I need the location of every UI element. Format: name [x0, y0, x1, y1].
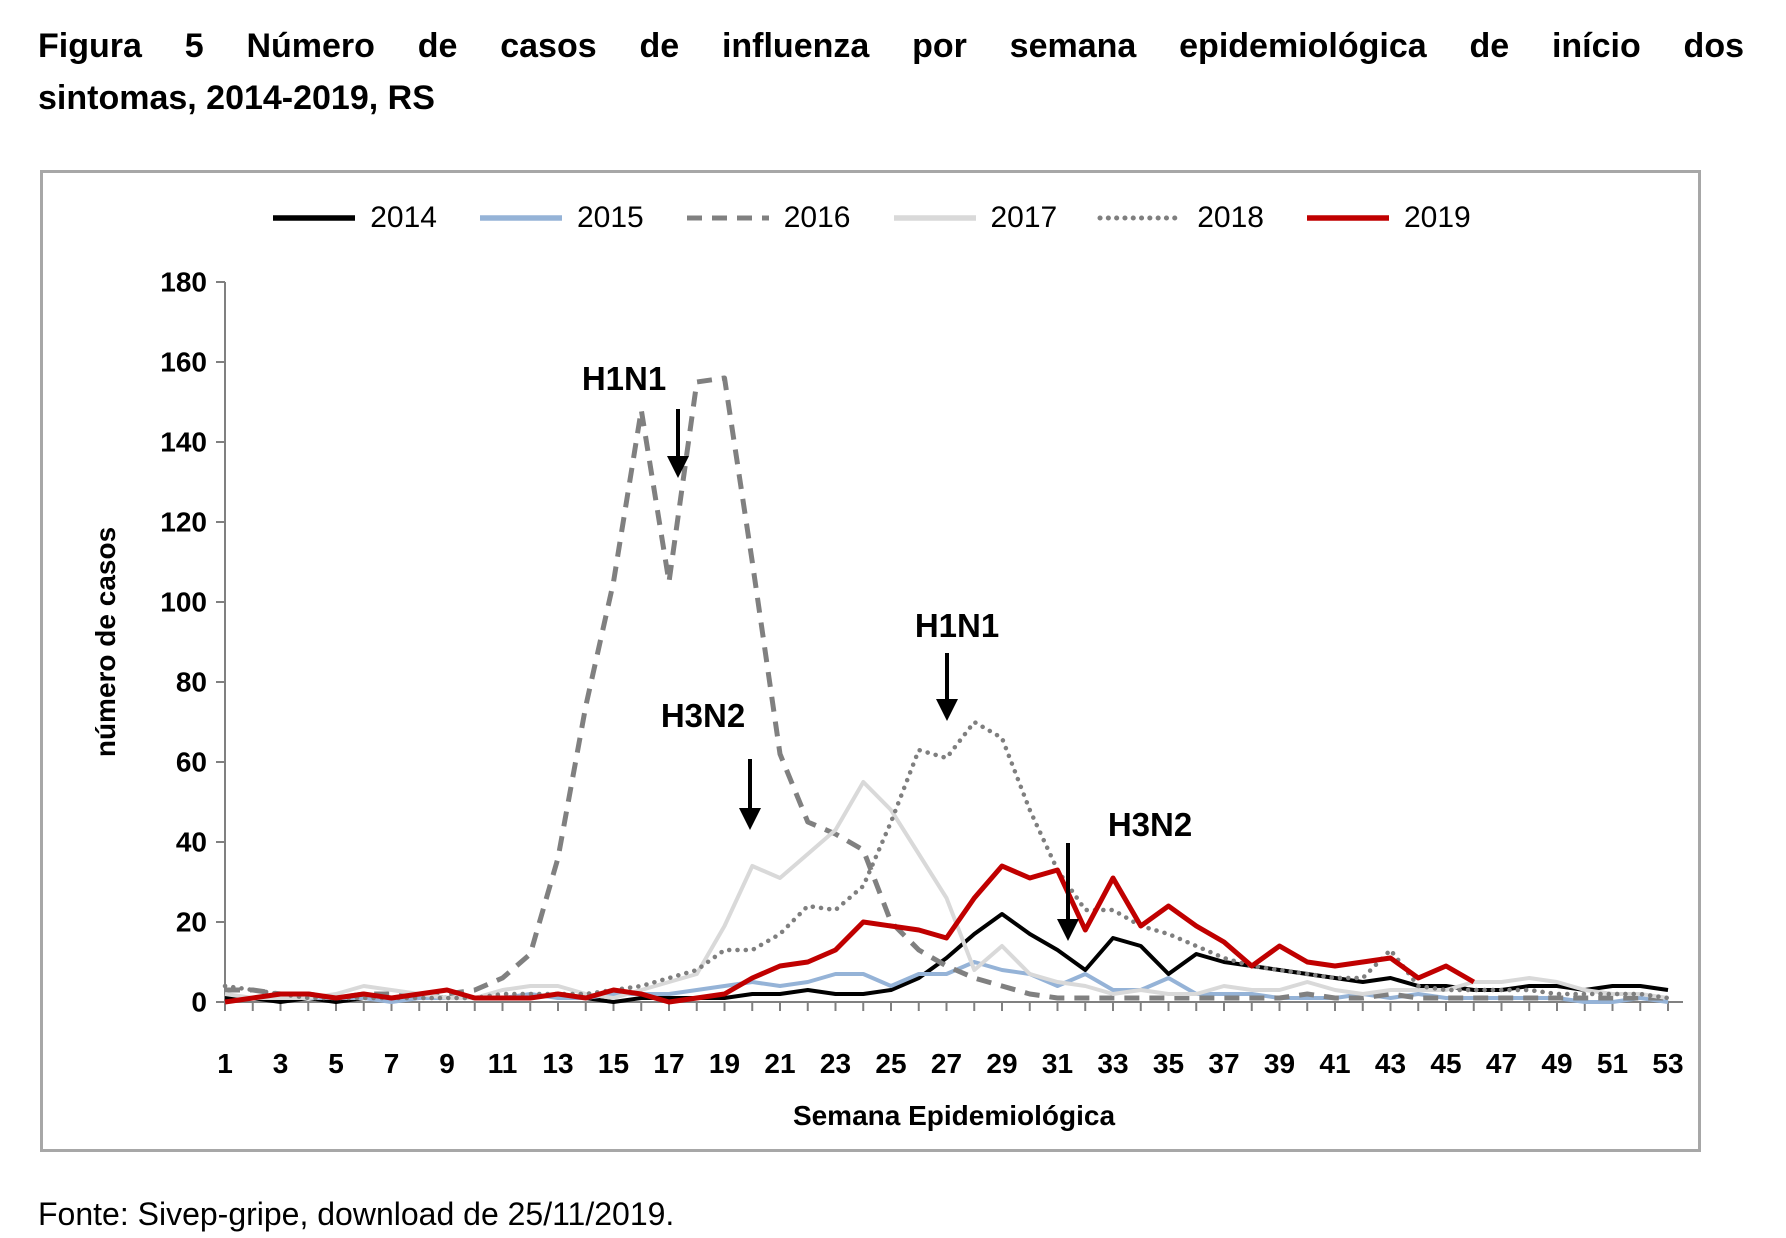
legend-label-2015: 2015 — [577, 201, 644, 234]
legend-item-2019: 2019 — [1304, 201, 1471, 235]
x-tick-label: 49 — [1541, 1048, 1572, 1079]
x-tick-label: 47 — [1486, 1048, 1517, 1079]
legend-swatch-2015-icon — [480, 215, 562, 221]
annotation-h3n2-3: H3N2 — [1057, 806, 1192, 941]
figure-title-line1: Figura 5 Número de casos de influenza po… — [38, 27, 1744, 65]
y-axis-title: número de casos — [90, 527, 121, 757]
x-tick-label: 41 — [1319, 1048, 1350, 1079]
figure-title-line2: sintomas, 2014-2019, RS — [38, 79, 435, 117]
y-tick-label: 180 — [160, 267, 207, 298]
x-tick-label: 39 — [1264, 1048, 1295, 1079]
x-tick-label: 1 — [217, 1048, 233, 1079]
x-tick-label: 27 — [931, 1048, 962, 1079]
x-tick-label: 35 — [1153, 1048, 1184, 1079]
y-tick-label: 80 — [176, 667, 207, 698]
annotation-h1n1-2: H1N1 — [915, 607, 999, 721]
series-line-2017 — [224, 780, 1669, 1000]
x-tick-label: 51 — [1597, 1048, 1628, 1079]
annotation-arrowhead-icon — [936, 699, 958, 721]
legend-label-2016: 2016 — [783, 201, 851, 234]
x-tick-label: 9 — [439, 1048, 455, 1079]
chart-legend: 2014 2015 2016 2017 2018 2019 — [43, 201, 1698, 235]
x-tick-label: 45 — [1430, 1048, 1461, 1079]
legend-label-2019: 2019 — [1404, 201, 1471, 234]
x-tick-label: 23 — [820, 1048, 851, 1079]
legend-item-2018: 2018 — [1097, 201, 1264, 235]
legend-swatch-2014-icon — [273, 215, 356, 221]
annotation-label: H3N2 — [1108, 806, 1192, 843]
annotation-label: H3N2 — [661, 697, 745, 734]
annotation-label: H1N1 — [582, 360, 666, 397]
x-tick-label: 19 — [709, 1048, 740, 1079]
source-note: Fonte: Sivep-gripe, download de 25/11/20… — [38, 1196, 675, 1232]
x-axis-title: Semana Epidemiológica — [793, 1100, 1116, 1131]
y-tick-label: 20 — [176, 907, 207, 938]
legend-item-2016: 2016 — [684, 201, 851, 235]
series-line-2016 — [225, 375, 1668, 1001]
y-tick-label: 120 — [160, 507, 207, 538]
legend-label-2018: 2018 — [1197, 201, 1264, 234]
x-tick-label: 53 — [1652, 1048, 1683, 1079]
annotation-arrowhead-icon — [667, 456, 689, 478]
annotation-arrowhead-icon — [1057, 919, 1079, 941]
y-tick-label: 40 — [176, 827, 207, 858]
y-tick-label: 140 — [160, 427, 207, 458]
x-tick-label: 15 — [598, 1048, 629, 1079]
series-line-2018 — [222, 719, 1671, 1001]
y-tick-label: 0 — [191, 987, 207, 1018]
annotation-h3n2-1: H3N2 — [661, 697, 761, 830]
legend-swatch-2019-icon — [1307, 215, 1389, 221]
y-tick-label: 160 — [160, 347, 207, 378]
legend-swatch-2017-icon — [893, 215, 976, 221]
x-tick-label: 29 — [986, 1048, 1017, 1079]
legend-swatch-2016-icon — [686, 215, 769, 221]
figure-title: Figura 5 Número de casos de influenza po… — [38, 20, 1744, 124]
y-tick-label: 60 — [176, 747, 207, 778]
x-tick-label: 3 — [273, 1048, 289, 1079]
x-tick-label: 5 — [328, 1048, 344, 1079]
legend-label-2014: 2014 — [370, 201, 437, 234]
x-tick-label: 25 — [875, 1048, 906, 1079]
x-tick-label: 43 — [1375, 1048, 1406, 1079]
legend-item-2014: 2014 — [270, 201, 437, 235]
annotation-h1n1-0: H1N1 — [582, 360, 689, 478]
annotation-label: H1N1 — [915, 607, 999, 644]
series-line-2019 — [224, 863, 1476, 1005]
x-tick-label: 31 — [1042, 1048, 1073, 1079]
x-tick-label: 37 — [1208, 1048, 1239, 1079]
legend-item-2015: 2015 — [477, 201, 644, 235]
x-tick-label: 21 — [764, 1048, 795, 1079]
x-tick-label: 33 — [1097, 1048, 1128, 1079]
legend-swatch-2018-icon — [1097, 215, 1185, 221]
legend-item-2017: 2017 — [891, 201, 1058, 235]
x-tick-label: 17 — [653, 1048, 684, 1079]
x-tick-label: 11 — [488, 1048, 518, 1079]
legend-label-2017: 2017 — [990, 201, 1058, 234]
annotation-arrowhead-icon — [739, 808, 761, 830]
influenza-chart-frame: 0 20 40 60 80 100 120 140 160 180 1 3 5 7 9 11 13 15 17 19 2… — [40, 170, 1701, 1152]
y-tick-label: 100 — [160, 587, 207, 618]
x-tick-label: 13 — [542, 1048, 573, 1079]
x-tick-label: 7 — [384, 1048, 400, 1079]
